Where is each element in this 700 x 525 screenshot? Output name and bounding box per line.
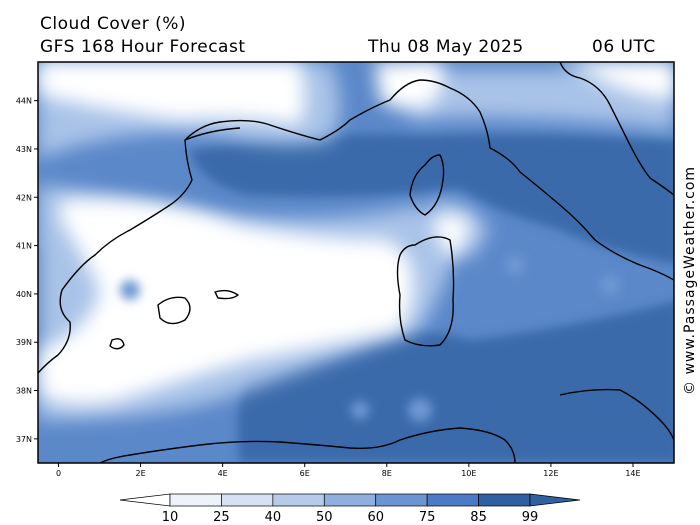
sicily-coast [559, 388, 674, 441]
lon-tick-label: 8E [382, 469, 392, 478]
colorbar-segment [169, 493, 222, 507]
colorbar-level-label: 75 [419, 510, 436, 525]
cloud-field [38, 62, 674, 463]
colorbar-max-arrow [529, 493, 581, 507]
longitude-axis: 0 2E 4E 6E 8E 10E 12E 14E [56, 463, 641, 478]
colorbar-segment [478, 493, 531, 507]
colorbar-level-label: 40 [265, 510, 282, 525]
lat-tick-label: 43N [16, 145, 32, 154]
ibiza [109, 338, 125, 350]
map-title: Cloud Cover (%) [40, 14, 187, 34]
mallorca [157, 296, 191, 325]
lon-tick-label: 10E [461, 469, 476, 478]
forecast-date: Thu 08 May 2025 [368, 37, 524, 57]
lon-tick-label: 14E [625, 469, 640, 478]
africa-coast [99, 427, 516, 463]
colorbar-level-label: 50 [316, 510, 333, 525]
lon-tick-label: 4E [218, 469, 228, 478]
passageweather-credit: © www.PassageWeather.com [682, 166, 698, 395]
forecast-time: 06 UTC [592, 37, 656, 57]
lat-tick-label: 44N [16, 97, 32, 106]
latitude-axis: 44N 43N 42N 41N 40N 39N 38N 37N [16, 97, 38, 444]
corsica [409, 154, 445, 216]
lat-tick-label: 39N [16, 338, 32, 347]
colorbar: 10 25 40 50 60 75 85 99 [119, 493, 581, 525]
sardinia [396, 236, 455, 347]
colorbar-level-label: 99 [522, 510, 539, 525]
lat-tick-label: 42N [16, 193, 32, 202]
map-frame [37, 61, 675, 464]
lat-tick-label: 41N [16, 242, 32, 251]
lat-tick-label: 40N [16, 290, 32, 299]
lon-tick-label: 12E [543, 469, 558, 478]
colorbar-level-label: 60 [367, 510, 384, 525]
menorca [214, 289, 239, 300]
forecast-subtitle: GFS 168 Hour Forecast [40, 37, 246, 57]
france-coast-west [184, 127, 241, 141]
colorbar-min-arrow [119, 493, 171, 507]
colorbar-segment [272, 493, 325, 507]
lat-tick-label: 38N [16, 387, 32, 396]
colorbar-level-label: 25 [213, 510, 230, 525]
coastlines [38, 62, 674, 463]
colorbar-level-label: 85 [470, 510, 487, 525]
balkan-coast [559, 62, 674, 196]
colorbar-segment [323, 493, 377, 507]
lon-tick-label: 6E [300, 469, 310, 478]
lon-tick-label: 2E [136, 469, 146, 478]
colorbar-level-label: 10 [162, 510, 179, 525]
lat-tick-label: 37N [16, 435, 32, 444]
iberia-coast [38, 79, 674, 374]
colorbar-segment [221, 493, 274, 507]
colorbar-segment [426, 493, 479, 507]
colorbar-segment [375, 493, 428, 507]
lon-tick-label: 0 [56, 469, 61, 478]
